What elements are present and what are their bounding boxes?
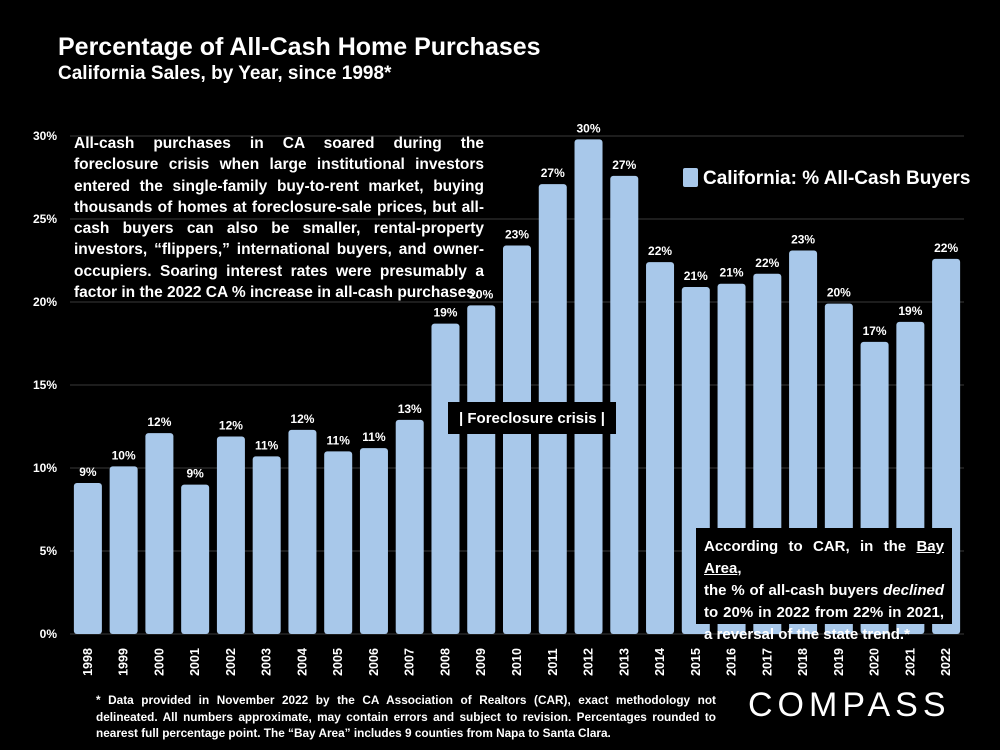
y-tick-label: 0% (40, 627, 58, 641)
y-tick-label: 25% (33, 212, 57, 226)
x-tick-label-2017: 2017 (760, 648, 774, 676)
data-label-2009: 20% (469, 287, 493, 301)
data-label-2010: 23% (505, 228, 529, 242)
x-tick-label-2012: 2012 (582, 648, 596, 676)
bar-2006 (359, 448, 388, 634)
bay-note-line-1: According to CAR, in the Bay Area, (704, 536, 944, 580)
data-label-2022: 22% (934, 241, 958, 255)
bar-2010 (503, 245, 531, 634)
x-tick-label-2019: 2019 (832, 648, 846, 676)
bar-1998 (73, 482, 102, 634)
foreclosure-crisis-label: | Foreclosure crisis | (448, 402, 616, 434)
bay-note-comma: , (737, 560, 742, 577)
x-tick-label-2022: 2022 (939, 648, 953, 676)
data-label-2003: 11% (255, 438, 279, 452)
bar-2008 (431, 323, 460, 634)
x-tick-label-2001: 2001 (188, 648, 202, 676)
data-label-2015: 21% (684, 269, 708, 283)
x-tick-label-2013: 2013 (617, 648, 631, 676)
x-tick-label-2010: 2010 (510, 648, 524, 676)
data-label-2012: 30% (577, 121, 601, 135)
data-label-2000: 12% (147, 415, 171, 429)
bar-2007 (395, 419, 424, 634)
x-tick-label-2021: 2021 (903, 648, 917, 676)
y-tick-label: 30% (33, 129, 57, 143)
data-label-1999: 10% (112, 448, 136, 462)
data-label-2021: 19% (898, 304, 922, 318)
data-label-2019: 20% (827, 286, 851, 300)
data-label-2017: 22% (755, 256, 779, 270)
bar-2001 (181, 484, 210, 634)
x-tick-label-2014: 2014 (653, 648, 667, 676)
bay-note-text: According to CAR, in the (704, 538, 917, 555)
y-tick-label: 5% (40, 544, 58, 558)
x-tick-label-2016: 2016 (725, 648, 739, 676)
data-label-2006: 11% (362, 430, 386, 444)
x-tick-label-2005: 2005 (331, 648, 345, 676)
data-label-2002: 12% (219, 418, 243, 432)
x-tick-label-2003: 2003 (260, 648, 274, 676)
data-label-2011: 27% (541, 166, 565, 180)
footnote: * Data provided in November 2022 by the … (96, 693, 716, 740)
chart-title: Percentage of All-Cash Home Purchases (58, 33, 541, 61)
data-label-2004: 12% (290, 412, 314, 426)
x-tick-label-2020: 2020 (868, 648, 882, 676)
legend-label: California: % All-Cash Buyers (703, 168, 970, 189)
y-tick-label: 15% (33, 378, 57, 392)
data-label-2007: 13% (398, 402, 422, 416)
data-label-2008: 19% (433, 306, 457, 320)
x-tick-label-2018: 2018 (796, 648, 810, 676)
data-label-2016: 21% (720, 266, 744, 280)
data-label-2001: 9% (186, 467, 204, 481)
x-tick-label-2015: 2015 (689, 648, 703, 676)
bar-2002 (216, 436, 245, 634)
bay-area-term: Bay Area (704, 538, 944, 577)
bay-note-line-3: to 20% in 2022 from 22% in 2021, (704, 604, 944, 621)
y-tick-label: 20% (33, 295, 57, 309)
bar-2005 (324, 451, 353, 634)
x-tick-label-2000: 2000 (152, 648, 166, 676)
compass-logo: COMPASS (748, 686, 951, 724)
bar-2012 (574, 139, 603, 634)
bar-2004 (288, 429, 317, 634)
data-label-2018: 23% (791, 233, 815, 247)
bar-2014 (646, 262, 675, 634)
x-tick-label-2002: 2002 (224, 648, 238, 676)
declined-term: declined (883, 582, 944, 599)
bar-2013 (610, 175, 639, 634)
x-tick-label-1999: 1999 (117, 648, 131, 676)
data-label-2020: 17% (863, 324, 887, 338)
chart-subtitle: California Sales, by Year, since 1998* (58, 63, 392, 84)
bar-2003 (252, 456, 281, 634)
bay-note-line-4: a reversal of the state trend.* (704, 626, 910, 643)
x-tick-label-2006: 2006 (367, 648, 381, 676)
data-label-2013: 27% (612, 158, 636, 172)
bar-1999 (109, 466, 138, 634)
x-tick-label-2009: 2009 (474, 648, 488, 676)
y-tick-label: 10% (33, 461, 57, 475)
x-tick-label-2004: 2004 (295, 648, 309, 676)
bar-2009 (467, 305, 496, 634)
bar-2000 (145, 433, 174, 634)
x-tick-label-2008: 2008 (438, 648, 452, 676)
bay-note-line-2: the % of all-cash buyers declined (704, 580, 944, 602)
x-tick-label-2007: 2007 (403, 648, 417, 676)
intro-annotation: All-cash purchases in CA soared during t… (74, 135, 484, 302)
x-tick-label-2011: 2011 (546, 648, 560, 675)
data-label-1998: 9% (79, 465, 97, 479)
legend-swatch (683, 168, 698, 187)
bay-note-text: the % of all-cash buyers (704, 582, 884, 599)
data-label-2005: 11% (327, 433, 351, 447)
data-label-2014: 22% (648, 244, 672, 258)
x-tick-label-1998: 1998 (81, 648, 95, 676)
bay-area-note: According to CAR, in the Bay Area, the %… (696, 528, 952, 643)
